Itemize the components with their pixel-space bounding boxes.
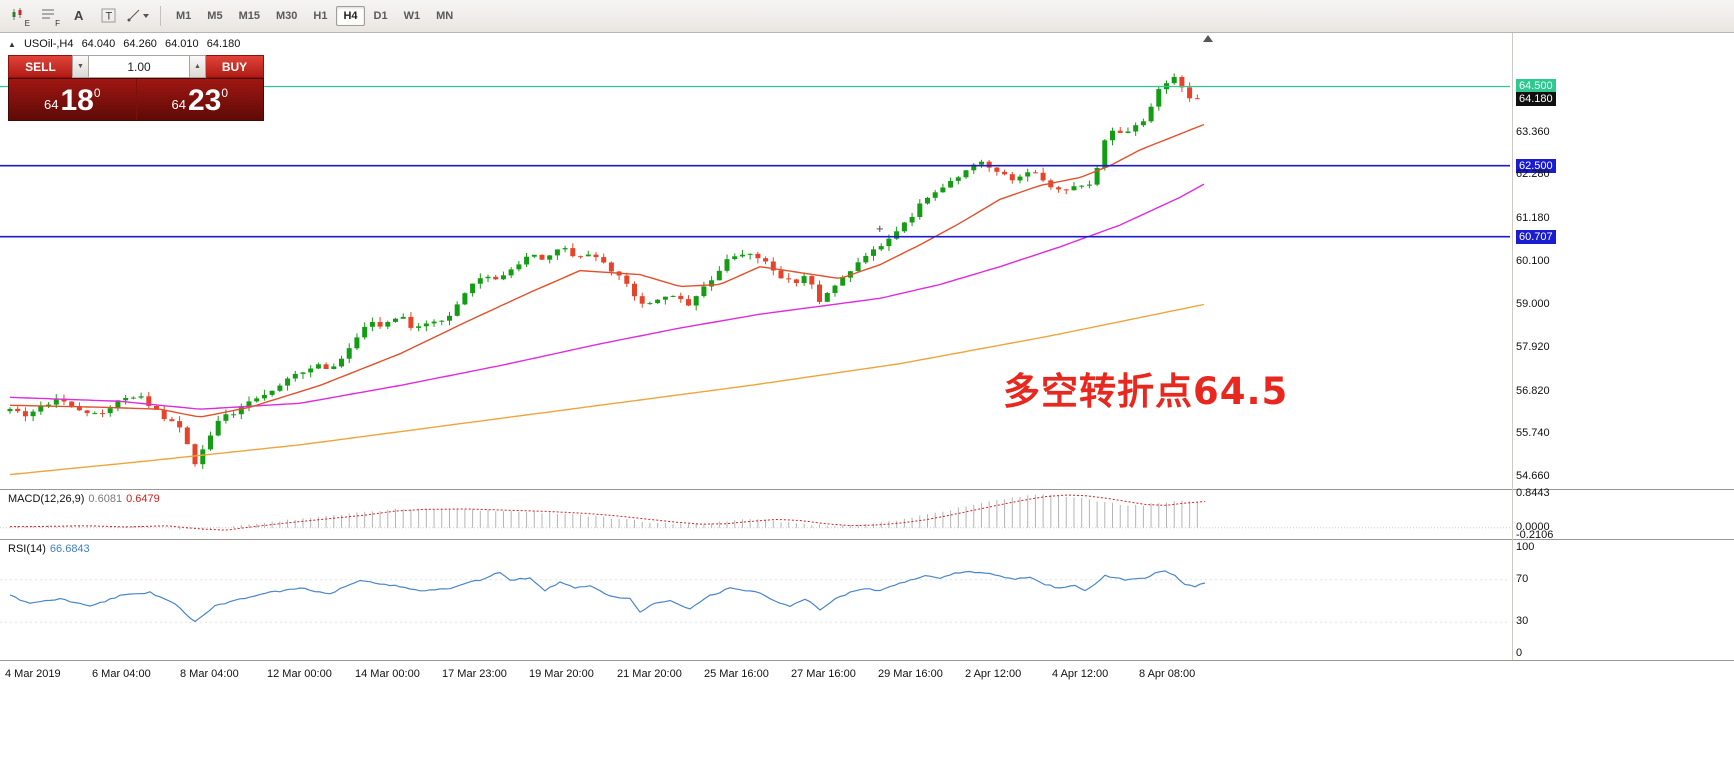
sell-price-display[interactable]: 64 18 0 — [9, 79, 137, 120]
price-label-55.740: 55.740 — [1516, 427, 1550, 439]
time-label: 6 Mar 04:00 — [92, 668, 151, 680]
time-label: 8 Apr 08:00 — [1139, 668, 1196, 680]
chart-annotation-text: 多空转折点64.5 — [1003, 370, 1289, 413]
price-label-59.000: 59.000 — [1516, 298, 1550, 310]
timeframe-m1[interactable]: M1 — [176, 10, 192, 22]
price-label-62.280: 62.280 — [1516, 168, 1550, 180]
text-tool-icon[interactable]: T — [96, 4, 122, 28]
buy-button[interactable]: BUY — [206, 55, 264, 78]
rsi-indicator-panel[interactable]: RSI(14) 66.6843 — [0, 539, 1734, 660]
chart-header: ▲ USOil-,H4 64.040 64.260 64.010 64.180 — [8, 38, 245, 50]
buy-price-display[interactable]: 64 23 0 — [137, 79, 264, 120]
price-label-57.920: 57.920 — [1516, 341, 1550, 353]
chart-shift-marker — [1203, 35, 1213, 42]
price-label-62.500: 62.500 — [1516, 159, 1556, 173]
price-label-61.180: 61.180 — [1516, 212, 1550, 224]
macd-scale-0.0000: 0.0000 — [1516, 521, 1550, 533]
rsi-label: RSI(14) 66.6843 — [8, 543, 90, 555]
rsi-scale-0: 0 — [1516, 647, 1523, 659]
macd-indicator-panel[interactable]: MACD(12,26,9) 0.6081 0.6479 — [0, 489, 1734, 539]
ohlc-low: 64.010 — [165, 38, 199, 50]
buy-price-big: 23 — [187, 84, 222, 117]
svg-text:T: T — [106, 11, 113, 23]
volume-input[interactable]: 1.00 — [89, 55, 189, 78]
time-label: 12 Mar 00:00 — [267, 668, 332, 680]
tick-chart-icon[interactable]: F — [42, 9, 60, 28]
ohlc-high: 64.260 — [123, 38, 157, 50]
bar-chart-icon[interactable]: E — [6, 4, 32, 28]
rsi-scale-70: 70 — [1516, 573, 1529, 585]
macd-title: MACD(12,26,9) — [8, 493, 85, 505]
rsi-canvas — [0, 570, 1510, 623]
volume-increase-button[interactable]: ▲ — [189, 55, 206, 78]
chart-area[interactable]: ▲ USOil-,H4 64.040 64.260 64.010 64.180 … — [0, 33, 1734, 489]
toolbar-separator — [160, 6, 161, 26]
volume-decrease-button[interactable]: ▼ — [72, 55, 89, 78]
sell-price-big: 18 — [60, 84, 94, 117]
price-chart-canvas[interactable] — [0, 33, 1512, 489]
time-label: 21 Mar 20:00 — [617, 668, 682, 680]
macd-scale--0.2106: -0.2106 — [1516, 529, 1554, 541]
svg-text:A: A — [74, 8, 84, 23]
rsi-title: RSI(14) — [8, 543, 46, 555]
macd-canvas — [0, 494, 1510, 531]
price-label-60.707: 60.707 — [1516, 230, 1556, 244]
buy-price-prefix: 64 — [171, 97, 186, 112]
timeframe-m30[interactable]: M30 — [275, 10, 298, 22]
price-label-56.820: 56.820 — [1516, 385, 1550, 397]
sell-price-prefix: 64 — [43, 97, 59, 112]
time-label: 25 Mar 16:00 — [704, 668, 769, 680]
time-label: 4 Apr 12:00 — [1052, 668, 1109, 680]
price-axis-separator — [1512, 33, 1513, 660]
one-click-trading-panel: SELL ▼ 1.00 ▲ BUY 64 18 0 64 23 0 — [8, 55, 264, 121]
cursor-tool-icon[interactable]: A — [66, 4, 92, 28]
time-axis[interactable]: 4 Mar 2019 6 Mar 04:00 8 Mar 04:00 12 Mar 0… — [0, 660, 1734, 757]
buy-price-sup: 0 — [221, 86, 229, 100]
ohlc-open: 64.040 — [81, 38, 116, 50]
price-label-54.660: 54.660 — [1516, 470, 1550, 482]
time-label: 2 Apr 12:00 — [965, 668, 1022, 680]
macd-scale-0.8443: 0.8443 — [1516, 487, 1550, 499]
rsi-scale-100: 100 — [1516, 541, 1535, 553]
time-label: 14 Mar 00:00 — [355, 668, 420, 680]
macd-signal-value: 0.6479 — [126, 493, 160, 505]
rsi-value: 66.6843 — [49, 543, 90, 555]
time-label: 8 Mar 04:00 — [180, 668, 239, 680]
time-label: 17 Mar 23:00 — [442, 668, 507, 680]
price-label-64.180: 64.180 — [1516, 92, 1556, 106]
timeframe-buttons: M1 M5 M15 M30 H1 H4 D1 W1 MN — [169, 6, 460, 26]
price-label-63.360: 63.360 — [1516, 126, 1550, 138]
timeframe-w1[interactable]: W1 — [403, 10, 421, 22]
symbol-period: USOil-,H4 — [23, 38, 74, 50]
line-drag-handle-plus[interactable]: + — [876, 221, 884, 236]
macd-main-value: 0.6081 — [88, 493, 123, 505]
timeframe-mn[interactable]: MN — [436, 10, 454, 22]
ohlc-close: 64.180 — [206, 38, 241, 50]
time-label: 29 Mar 16:00 — [878, 668, 943, 680]
sell-button[interactable]: SELL — [8, 55, 72, 78]
chart-collapse-icon[interactable]: ▲ — [8, 40, 16, 49]
time-label: 4 Mar 2019 — [5, 668, 61, 680]
sell-price-sup: 0 — [93, 86, 101, 100]
time-label: 19 Mar 20:00 — [529, 668, 594, 680]
rsi-scale-30: 30 — [1516, 615, 1529, 627]
price-scale[interactable]: 64.500 64.180 63.360 62.500 62.280 61.180 60.7… — [1514, 0, 1584, 757]
timeframe-h1[interactable]: H1 — [313, 10, 328, 22]
time-label: 27 Mar 16:00 — [791, 668, 856, 680]
draw-tool-icon[interactable] — [126, 4, 152, 28]
timeframe-d1[interactable]: D1 — [373, 10, 388, 22]
timeframe-m5[interactable]: M5 — [207, 10, 223, 22]
timeframe-m15[interactable]: M15 — [238, 10, 260, 22]
timeframe-h4[interactable]: H4 — [336, 6, 365, 26]
price-label-64.500: 64.500 — [1516, 79, 1556, 93]
macd-label: MACD(12,26,9) 0.6081 0.6479 — [8, 493, 160, 505]
price-label-60.100: 60.100 — [1516, 255, 1550, 267]
